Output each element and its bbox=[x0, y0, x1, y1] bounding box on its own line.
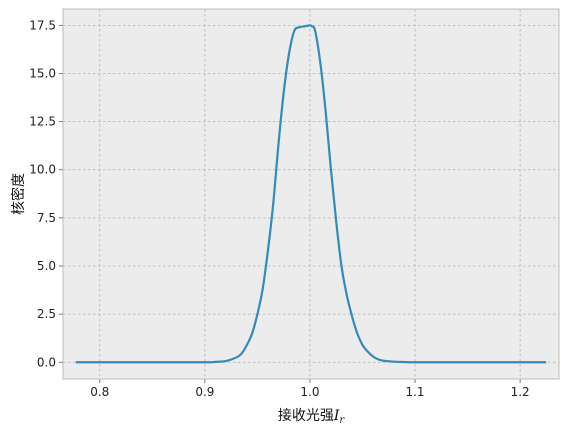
y-tick-label: 12.5 bbox=[29, 115, 56, 129]
grid-lines bbox=[63, 9, 559, 379]
x-tick-label: 0.8 bbox=[90, 385, 109, 399]
y-tick-label: 2.5 bbox=[37, 307, 56, 321]
y-axis-title: 核密度 bbox=[10, 173, 27, 215]
y-tick-label: 17.5 bbox=[29, 18, 56, 32]
density-curve bbox=[75, 24, 547, 364]
x-tick-label: 1.1 bbox=[405, 385, 424, 399]
plot-background bbox=[63, 9, 559, 379]
x-tick-label: 1.2 bbox=[511, 385, 530, 399]
x-axis-title-subscript: r bbox=[339, 415, 345, 426]
x-tick-label: 1.0 bbox=[300, 385, 319, 399]
y-tick-label: 0.0 bbox=[37, 355, 56, 369]
x-axis-title-text: 接收光强 bbox=[278, 407, 334, 424]
plot-frame bbox=[62, 8, 560, 380]
x-tick-label: 0.9 bbox=[195, 385, 214, 399]
y-axis-ticks: 0.0 2.5 5.0 7.5 10.0 12.5 15.0 17.5 bbox=[29, 18, 63, 369]
y-tick-label: 5.0 bbox=[37, 259, 56, 273]
x-axis-title-symbol: I bbox=[333, 408, 340, 424]
x-axis-title: 接收光强Ir bbox=[278, 407, 346, 426]
y-tick-label: 15.0 bbox=[29, 66, 56, 80]
y-tick-label: 7.5 bbox=[37, 211, 56, 225]
x-axis-ticks: 0.8 0.9 1.0 1.1 1.2 bbox=[90, 379, 530, 399]
y-tick-label: 10.0 bbox=[29, 163, 56, 177]
